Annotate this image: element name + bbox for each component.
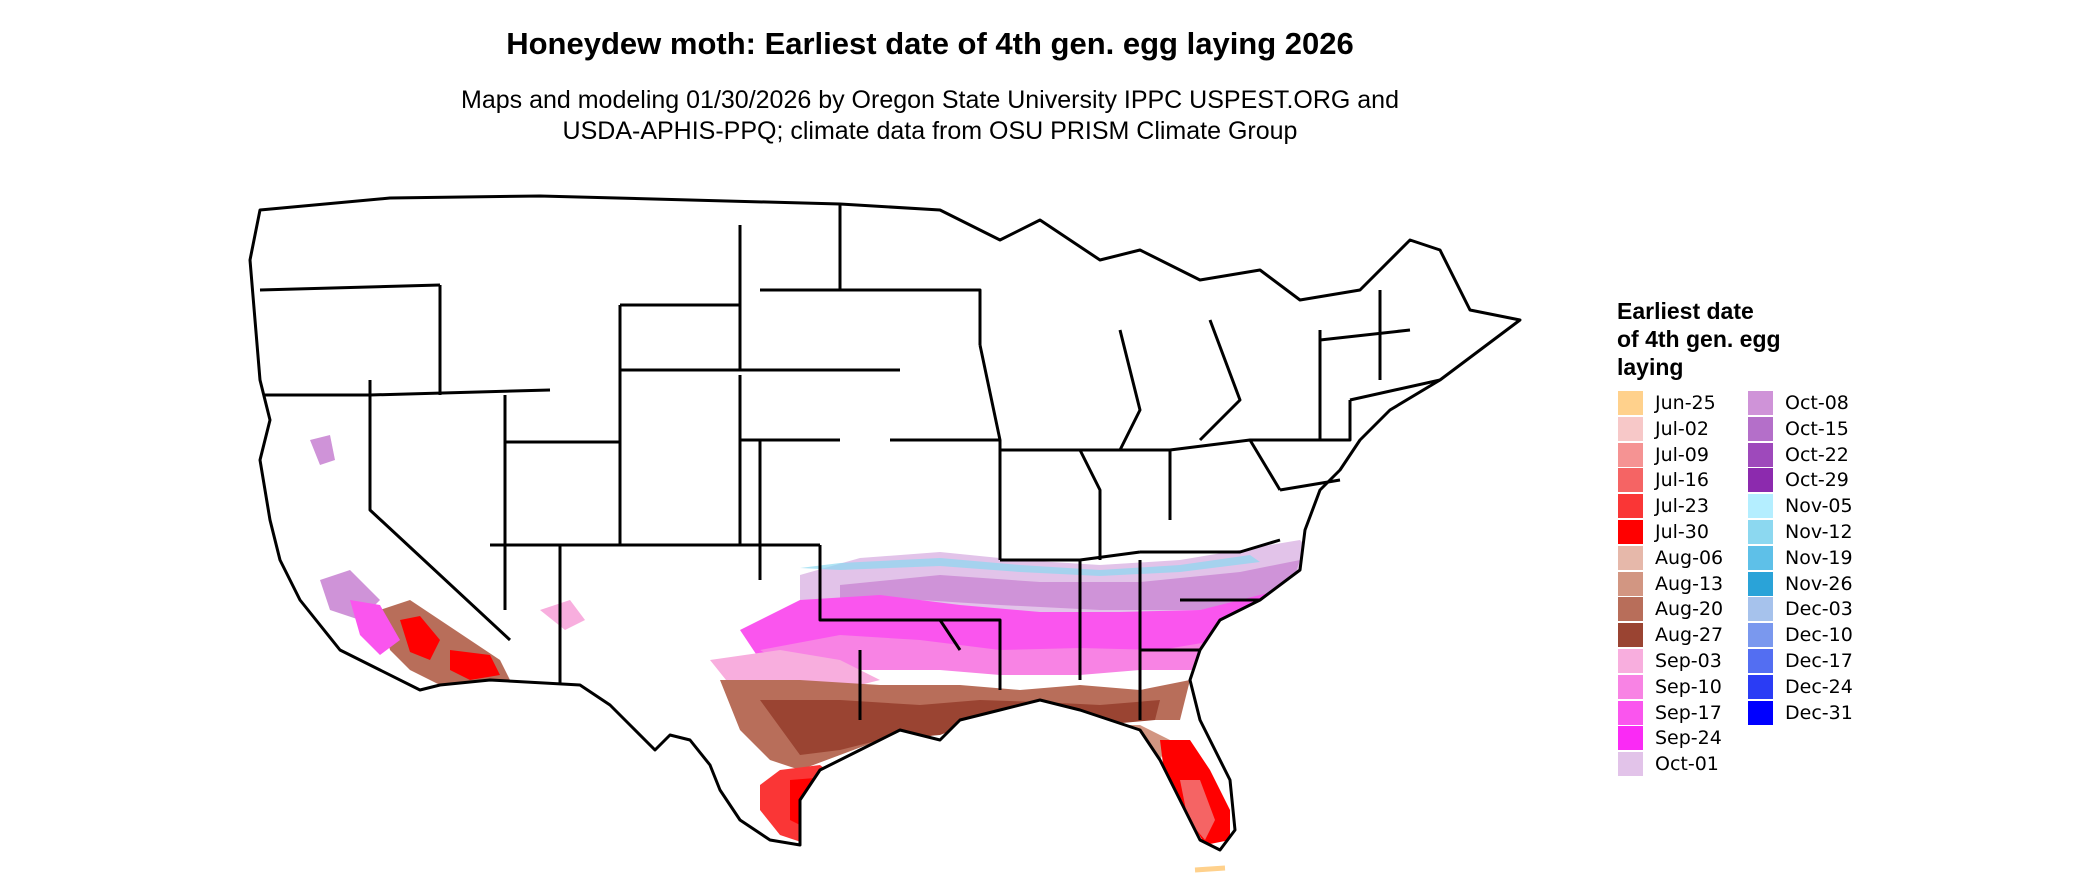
legend-swatch xyxy=(1618,674,1643,699)
legend-label: Jul-23 xyxy=(1655,495,1709,518)
legend-label: Oct-22 xyxy=(1785,443,1849,466)
legend-item: Aug-13 xyxy=(1618,571,1723,597)
legend-item: Jul-23 xyxy=(1618,493,1709,519)
legend-label: Jun-25 xyxy=(1655,392,1716,414)
legend-swatch xyxy=(1618,494,1643,519)
legend-item: Dec-24 xyxy=(1748,674,1853,700)
legend-item: Oct-08 xyxy=(1748,390,1849,416)
legend-swatch xyxy=(1618,520,1643,544)
legend-title: Earliest date of 4th gen. egg laying xyxy=(1617,297,1847,381)
legend-item: Aug-06 xyxy=(1618,545,1723,571)
legend-label: Dec-03 xyxy=(1785,598,1853,621)
legend-item: Nov-19 xyxy=(1748,545,1853,571)
legend-item: Jul-09 xyxy=(1618,442,1709,468)
legend-label: Oct-01 xyxy=(1655,753,1719,776)
legend-swatch xyxy=(1748,623,1773,648)
map-subtitle-line-2: USDA-APHIS-PPQ; climate data from OSU PR… xyxy=(562,117,1298,145)
legend-swatch xyxy=(1618,649,1643,673)
legend-item: Sep-24 xyxy=(1618,725,1722,751)
legend-label: Aug-06 xyxy=(1655,546,1724,569)
legend-label: Jul-30 xyxy=(1655,521,1709,543)
legend-swatch xyxy=(1618,442,1643,467)
legend-swatch xyxy=(1618,468,1643,493)
legend-item: Nov-05 xyxy=(1748,493,1853,519)
legend-label: Aug-20 xyxy=(1655,598,1724,621)
legend-swatch xyxy=(1618,416,1643,441)
legend-item: Jul-16 xyxy=(1618,467,1709,493)
legend-label: Nov-05 xyxy=(1785,495,1853,518)
legend-title-line-2: of 4th gen. egg xyxy=(1617,326,1781,352)
legend-label: Nov-12 xyxy=(1785,521,1853,543)
legend-label: Nov-26 xyxy=(1785,572,1853,595)
legend-item: Sep-17 xyxy=(1618,700,1722,726)
legend-swatch xyxy=(1748,571,1773,596)
florida-keys xyxy=(1194,865,1226,873)
legend-swatch xyxy=(1748,597,1773,622)
legend-label: Oct-15 xyxy=(1785,417,1849,440)
legend-item: Sep-03 xyxy=(1618,648,1722,674)
legend-item: Dec-03 xyxy=(1748,596,1853,622)
us-land xyxy=(250,196,1520,850)
legend-item: Oct-01 xyxy=(1618,751,1719,777)
legend-item: Nov-26 xyxy=(1748,571,1853,597)
legend-label: Dec-31 xyxy=(1785,701,1853,724)
legend-item: Dec-31 xyxy=(1748,700,1853,726)
legend-item: Aug-20 xyxy=(1618,596,1723,622)
legend-label: Aug-13 xyxy=(1655,572,1724,595)
legend-item: Oct-29 xyxy=(1748,467,1849,493)
legend-label: Dec-17 xyxy=(1785,650,1853,672)
legend-swatch xyxy=(1618,545,1643,570)
legend-swatch xyxy=(1748,468,1773,493)
state-boundaries xyxy=(248,194,1522,852)
legend-swatch xyxy=(1618,623,1643,648)
legend-label: Sep-17 xyxy=(1655,701,1722,724)
legend-swatch xyxy=(1618,391,1643,415)
legend-item: Nov-12 xyxy=(1748,519,1853,545)
legend-label: Dec-10 xyxy=(1785,624,1853,647)
us-map xyxy=(248,194,1522,873)
legend-item: Dec-17 xyxy=(1748,648,1853,674)
map-title: Honeydew moth: Earliest date of 4th gen.… xyxy=(506,26,1354,61)
legend-title-line-1: Earliest date xyxy=(1617,298,1754,324)
legend-title-line-3: laying xyxy=(1617,354,1684,380)
legend-item: Aug-27 xyxy=(1618,622,1723,648)
legend-item: Oct-15 xyxy=(1748,416,1849,442)
legend-label: Jul-09 xyxy=(1655,443,1709,466)
legend-swatch xyxy=(1618,752,1643,777)
legend-label: Jul-16 xyxy=(1655,469,1709,492)
legend-label: Sep-03 xyxy=(1655,650,1722,672)
legend-item: Sep-10 xyxy=(1618,674,1722,700)
legend-label: Oct-29 xyxy=(1785,469,1849,492)
legend-swatch xyxy=(1748,700,1773,725)
legend-label: Dec-24 xyxy=(1785,675,1853,698)
legend-swatch xyxy=(1618,597,1643,622)
legend-swatch xyxy=(1748,494,1773,519)
legend-label: Nov-19 xyxy=(1785,546,1853,569)
legend-label: Jul-02 xyxy=(1655,417,1709,440)
legend-label: Sep-10 xyxy=(1655,675,1722,698)
legend-swatch xyxy=(1748,416,1773,441)
legend-label: Sep-24 xyxy=(1655,727,1722,750)
legend-swatch xyxy=(1618,571,1643,596)
legend-swatch xyxy=(1618,700,1643,725)
legend-swatch xyxy=(1748,442,1773,467)
legend-label: Aug-27 xyxy=(1655,624,1724,647)
legend-item: Jul-02 xyxy=(1618,416,1709,442)
legend-swatch xyxy=(1748,545,1773,570)
map-subtitle-line-1: Maps and modeling 01/30/2026 by Oregon S… xyxy=(461,86,1399,114)
legend-item: Dec-10 xyxy=(1748,622,1853,648)
legend-swatch xyxy=(1748,520,1773,544)
legend-item: Jul-30 xyxy=(1618,519,1709,545)
legend-swatch xyxy=(1748,674,1773,699)
legend-item: Oct-22 xyxy=(1748,442,1849,468)
legend-swatch xyxy=(1618,726,1643,751)
legend-item: Jun-25 xyxy=(1618,390,1716,416)
legend-label: Oct-08 xyxy=(1785,392,1849,414)
legend-swatch xyxy=(1748,391,1773,415)
legend-swatch xyxy=(1748,649,1773,673)
